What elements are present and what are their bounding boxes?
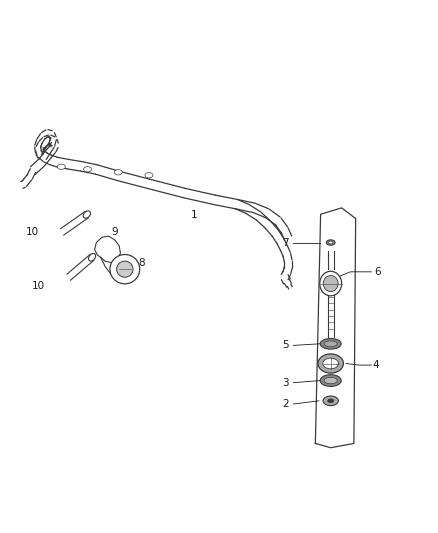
Ellipse shape: [323, 396, 338, 406]
Ellipse shape: [318, 354, 343, 373]
Ellipse shape: [117, 261, 133, 277]
Text: 2: 2: [283, 399, 289, 409]
Ellipse shape: [110, 255, 140, 284]
Text: 1: 1: [191, 211, 197, 220]
Ellipse shape: [57, 164, 65, 169]
Text: 6: 6: [374, 267, 381, 277]
Ellipse shape: [324, 341, 337, 346]
Ellipse shape: [84, 167, 92, 172]
Ellipse shape: [323, 358, 339, 369]
Ellipse shape: [320, 271, 342, 296]
Ellipse shape: [320, 375, 341, 386]
Ellipse shape: [320, 338, 341, 349]
Text: 4: 4: [372, 360, 379, 370]
Ellipse shape: [145, 173, 153, 178]
Text: 10: 10: [26, 227, 39, 237]
Text: 10: 10: [32, 281, 45, 290]
Ellipse shape: [326, 240, 335, 245]
Ellipse shape: [328, 241, 333, 244]
Ellipse shape: [328, 399, 334, 403]
Text: 9: 9: [112, 227, 118, 237]
Ellipse shape: [83, 211, 91, 218]
Ellipse shape: [324, 377, 337, 384]
Text: 3: 3: [283, 378, 289, 387]
Ellipse shape: [323, 276, 338, 292]
Ellipse shape: [114, 169, 122, 175]
Ellipse shape: [88, 254, 95, 261]
Text: 5: 5: [283, 341, 289, 350]
Text: 8: 8: [138, 258, 145, 268]
Text: 7: 7: [283, 238, 289, 247]
